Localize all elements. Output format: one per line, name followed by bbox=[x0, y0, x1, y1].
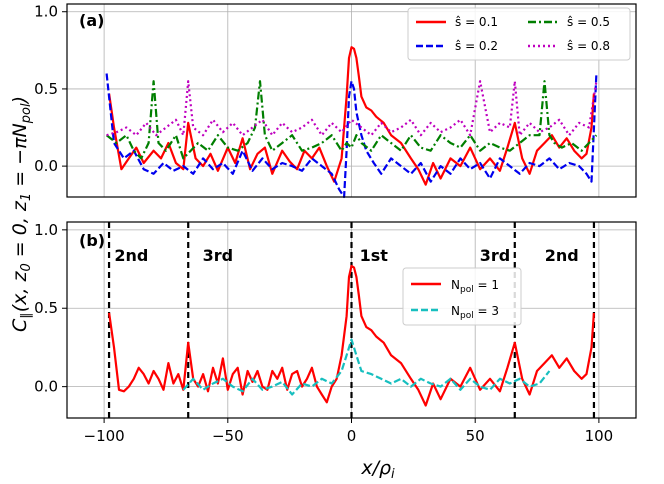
panel-b-label: (b) bbox=[79, 231, 105, 250]
panel-b: 0.0 0.5 1.0 −100 −50 0 50 100 2nd 3rd 1st 3rd 2nd … bbox=[34, 221, 637, 445]
series-line-a-2 bbox=[105, 80, 598, 160]
ytick-label-a-2: 1.0 bbox=[34, 3, 58, 21]
legend-a-label-3: ŝ = 0.8 bbox=[567, 39, 610, 53]
series-line-b-1 bbox=[182, 338, 551, 396]
xtick-label-0: −100 bbox=[84, 427, 125, 445]
xtick-label-4: 100 bbox=[585, 427, 614, 445]
region-label-1: 3rd bbox=[203, 246, 233, 265]
panel-b-region-labels: 2nd 3rd 1st 3rd 2nd bbox=[114, 246, 578, 265]
ytick-label-b-1: 0.5 bbox=[34, 299, 58, 317]
panel-b-yticks: 0.0 0.5 1.0 bbox=[34, 221, 67, 396]
panel-a-lines bbox=[105, 46, 598, 199]
region-label-0: 2nd bbox=[114, 246, 148, 265]
panel-a-yticks: 0.0 0.5 1.0 bbox=[34, 3, 67, 175]
legend-a-label-1: ŝ = 0.2 bbox=[455, 39, 498, 53]
series-line-a-0 bbox=[108, 46, 595, 186]
xtick-label-1: −50 bbox=[212, 427, 244, 445]
region-label-4: 2nd bbox=[545, 246, 579, 265]
x-axis-label: x/ρi bbox=[360, 457, 395, 482]
ytick-label-a-1: 0.5 bbox=[34, 80, 58, 98]
panel-a-label: (a) bbox=[79, 11, 104, 30]
panel-b-legend: Npol = 1 Npol = 3 bbox=[402, 267, 522, 326]
legend-b-label-1: Npol = 3 bbox=[451, 304, 499, 321]
panel-a-legend: ŝ = 0.1 ŝ = 0.2 ŝ = 0.5 ŝ = 0.8 bbox=[407, 7, 631, 61]
panel-a: 0.0 0.5 1.0 (a) ŝ = 0.1 ŝ = 0.2 ŝ = 0.5 ŝ … bbox=[34, 3, 637, 199]
ytick-label-b-0: 0.0 bbox=[34, 378, 58, 396]
xtick-label-3: 50 bbox=[466, 427, 485, 445]
panel-a-frame bbox=[66, 3, 637, 198]
ytick-label-b-2: 1.0 bbox=[34, 221, 58, 239]
region-label-2: 1st bbox=[360, 246, 389, 265]
panel-b-xticks: −100 −50 0 50 100 bbox=[84, 418, 614, 445]
y-axis-label: C∥(x, z0 = 0, z1 = −πNpol) bbox=[9, 96, 34, 332]
legend-a-label-2: ŝ = 0.5 bbox=[567, 15, 610, 29]
xtick-label-2: 0 bbox=[347, 427, 357, 445]
legend-a-label-0: ŝ = 0.1 bbox=[455, 15, 498, 29]
series-line-a-1 bbox=[105, 73, 598, 199]
region-label-3: 3rd bbox=[480, 246, 510, 265]
series-line-b-0 bbox=[108, 264, 595, 407]
panel-b-lines bbox=[108, 264, 595, 407]
ytick-label-a-0: 0.0 bbox=[34, 157, 58, 175]
